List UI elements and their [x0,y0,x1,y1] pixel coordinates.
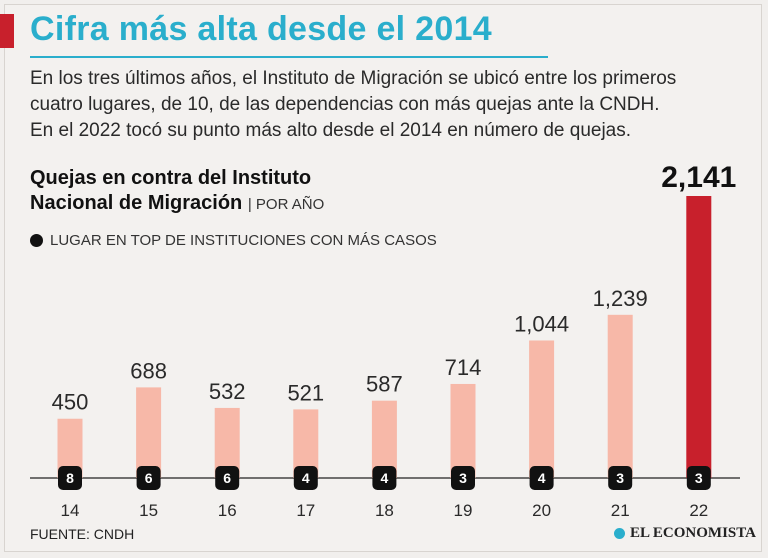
rank-badge-label: 3 [616,470,624,486]
brand-name: EL ECONOMISTA [630,525,756,541]
bar [371,400,397,478]
x-tick-label: 15 [139,501,158,520]
rank-badge-label: 4 [302,470,310,486]
x-tick-label: 21 [611,501,630,520]
brand-logo: EL ECONOMISTA [614,525,756,542]
rank-badge-label: 3 [459,470,467,486]
x-tick-label: 16 [218,501,237,520]
rank-badge [686,466,711,490]
rank-badge [58,466,82,490]
bar-value-label: 587 [366,372,403,397]
bar [529,340,555,478]
title-accent-bar [0,14,14,48]
intro-paragraph: En los tres últimos años, el Instituto d… [30,66,760,144]
x-tick-label: 18 [375,501,394,520]
rank-badge [136,466,161,490]
rank-badge [529,466,554,490]
bar-value-label: 1,044 [514,311,569,336]
legend-dot-icon [30,234,43,247]
rank-badge-label: 3 [695,470,703,486]
chart-title-line-2: Nacional de Migración [30,192,243,214]
rank-badge [608,466,633,490]
x-tick-label: 17 [296,501,315,520]
x-tick-label: 22 [689,501,708,520]
legend-label: LUGAR EN TOP DE INSTITUCIONES CON MÁS CA… [50,232,437,249]
intro-line: cuatro lugares, de 10, de las dependenci… [30,94,660,115]
bar [607,314,633,478]
chart-unit-label: | POR AÑO [247,196,325,213]
page-title: Cifra más alta desde el 2014 [30,10,492,48]
rank-badge [451,466,475,490]
chart-title: Quejas en contra del Instituto Nacional … [30,166,324,217]
rank-badge-label: 4 [381,470,389,486]
brand-icon [614,528,625,539]
bar-value-label: 1,239 [593,286,648,311]
bar-value-label: 714 [445,355,482,380]
bar [136,387,162,478]
rank-badge [372,466,397,490]
rank-badge-label: 6 [223,470,231,486]
intro-line: En los tres últimos años, el Instituto d… [30,68,677,89]
chart-legend: LUGAR EN TOP DE INSTITUCIONES CON MÁS CA… [30,232,437,249]
bar-value-label: 450 [52,390,89,415]
bar-value-label: 521 [287,380,324,405]
bar-value-label: 688 [130,358,167,383]
bar [686,196,712,478]
source-note: FUENTE: CNDH [30,526,135,542]
x-tick-label: 20 [532,501,551,520]
rank-badge-label: 6 [145,470,153,486]
bar-value-label: 2,141 [661,161,736,194]
rank-badge [293,466,318,490]
rank-badge [215,466,240,490]
rank-badge-label: 8 [66,470,74,486]
x-tick-label: 14 [61,501,80,520]
bar-value-label: 532 [209,379,246,404]
intro-line: En el 2022 tocó su punto más alto desde … [30,120,632,141]
rank-badge-label: 4 [538,470,546,486]
x-tick-label: 19 [454,501,473,520]
chart-title-line-1: Quejas en contra del Instituto [30,167,312,189]
bar [450,383,476,478]
title-underline [30,56,548,58]
